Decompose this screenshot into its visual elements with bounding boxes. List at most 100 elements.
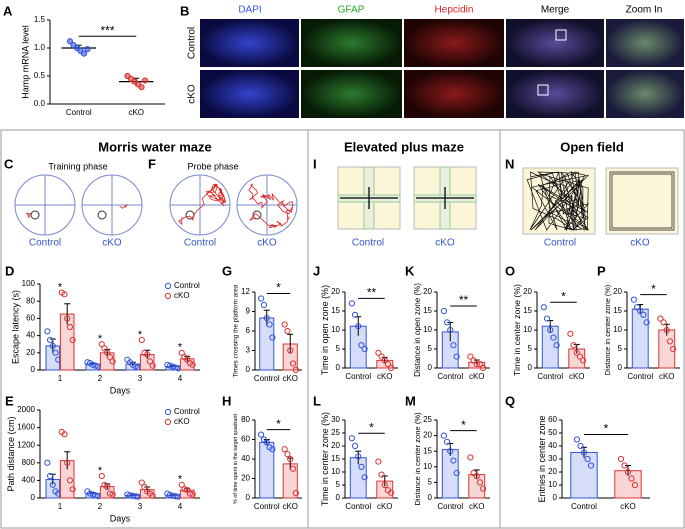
y-tick-label: 40 (241, 454, 250, 463)
data-point (260, 301, 268, 309)
data-point (473, 361, 480, 368)
data-point (284, 327, 291, 335)
data-point (587, 462, 595, 469)
y-tick-label: 20 (523, 287, 532, 296)
caption: Control (29, 238, 61, 249)
legend-marker (164, 282, 172, 290)
y-tick-label: 10 (548, 480, 557, 489)
data-point (166, 491, 174, 499)
data-point (141, 483, 148, 491)
section-title: Open field (560, 139, 624, 154)
significance: ** (459, 293, 469, 307)
data-point (186, 490, 194, 497)
arena (605, 167, 679, 235)
maze-traces (14, 166, 679, 236)
y-tick-label: 5 (528, 344, 533, 353)
y-axis-label: Time in center zone (%) (512, 284, 522, 376)
data-point (480, 485, 487, 492)
data-point (384, 361, 392, 368)
bar (570, 452, 598, 499)
y-tick-label: 0 (246, 365, 251, 374)
significance: * (98, 465, 103, 477)
data-point (178, 349, 185, 356)
significance: * (138, 329, 143, 341)
panel-letter: A (3, 3, 13, 18)
panel-letter: N (505, 156, 514, 171)
x-tick-label: 1 (58, 502, 63, 511)
data-point (378, 471, 385, 478)
data-point (547, 326, 554, 334)
x-tick-label: Control (627, 372, 653, 381)
data-point (567, 330, 574, 337)
x-tick-label: cKO (282, 502, 298, 511)
significance: * (561, 289, 566, 303)
data-point (388, 489, 395, 496)
data-point (263, 439, 270, 446)
data-point (109, 491, 116, 498)
data-point (375, 349, 382, 356)
channel-header: Hepcidin (435, 5, 474, 16)
data-point (450, 457, 457, 464)
y-tick-label: 60 (26, 314, 35, 323)
data-point (388, 364, 395, 372)
micrographs (200, 19, 684, 118)
x-axis-label: Days (110, 513, 131, 523)
data-point (141, 77, 149, 84)
panel-letter: D (5, 263, 14, 278)
x-tick-label: cKO (128, 108, 144, 117)
data-point (284, 451, 291, 458)
data-point (630, 296, 637, 303)
legend-marker (164, 418, 172, 426)
legend-label: Control (174, 281, 200, 290)
bar (259, 441, 275, 499)
x-tick-label: cKO (469, 372, 485, 381)
y-tick-label: 50 (548, 428, 557, 437)
y-tick-label: 20 (331, 287, 340, 296)
y-axis-label: Path distance (cm) (6, 416, 16, 491)
data-point (624, 468, 632, 476)
data-point (467, 454, 474, 461)
data-point (266, 321, 273, 328)
x-tick-label: Control (66, 108, 92, 117)
x-tick-label: Control (437, 502, 463, 511)
x-tick-label: Control (571, 502, 597, 511)
trace (119, 204, 128, 209)
y-tick-label: 0 (336, 363, 341, 372)
panel-title: Probe phase (187, 161, 238, 171)
track (609, 171, 675, 231)
data-point (550, 334, 557, 341)
data-point (98, 472, 105, 480)
y-tick-label: 5 (336, 480, 341, 489)
data-point (172, 364, 179, 371)
data-point (440, 432, 447, 439)
data-point (631, 481, 639, 489)
data-point (292, 490, 299, 497)
legend-label: cKO (174, 291, 190, 300)
track (526, 170, 590, 231)
y-tick-label: 15 (423, 306, 432, 315)
data-point (480, 364, 487, 372)
y-tick-label: 10 (331, 325, 340, 334)
y-tick-label: 80 (26, 296, 35, 305)
significance: * (604, 422, 609, 436)
data-point (580, 449, 588, 456)
x-tick-label: 4 (178, 374, 183, 383)
row-label: Control (187, 27, 198, 59)
platform (252, 210, 262, 220)
y-tick-label: 15 (331, 306, 340, 315)
data-point (144, 351, 151, 358)
x-tick-label: Control (345, 502, 371, 511)
data-point (138, 84, 145, 91)
section-frame (499, 129, 685, 529)
y-tick-label: 0 (336, 493, 341, 502)
data-point (69, 336, 76, 343)
y-tick-label: 5 (428, 344, 433, 353)
y-tick-label: 5 (618, 344, 623, 353)
data-point (49, 481, 56, 488)
y-tick-label: 400 (22, 476, 36, 485)
data-point (104, 349, 111, 356)
data-point (378, 353, 385, 360)
data-point (637, 307, 644, 315)
y-axis-label: Entries in center zone (537, 415, 547, 502)
trace (178, 183, 227, 226)
